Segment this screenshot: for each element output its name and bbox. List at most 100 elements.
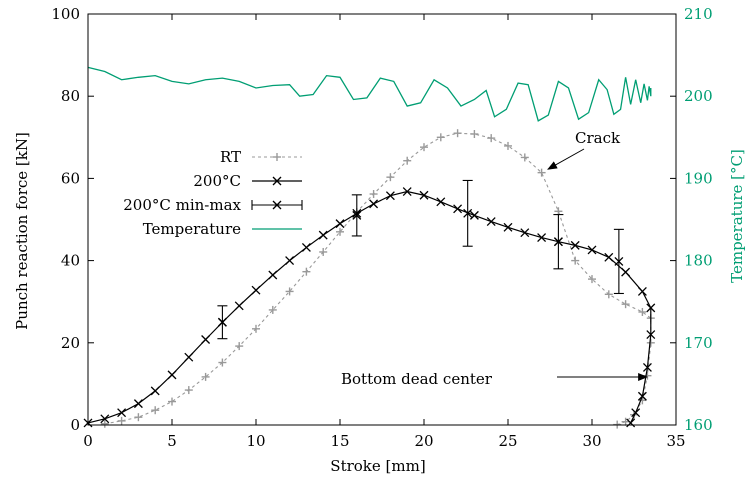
cross-marker: [637, 391, 647, 401]
y-tick-label: 40: [61, 252, 80, 270]
cross-marker: [486, 217, 496, 227]
plus-marker: [537, 168, 546, 177]
plus-marker: [403, 156, 412, 165]
cross-marker: [626, 418, 636, 428]
annotation-crack-arrow: [547, 148, 585, 170]
cross-marker: [133, 399, 143, 409]
x-tick-label: 10: [246, 432, 265, 450]
plus-marker: [268, 305, 277, 314]
cross-marker-b: [436, 197, 446, 207]
cross-marker: [150, 386, 160, 396]
y-tick-label: 0: [70, 416, 80, 434]
cross-marker: [167, 370, 177, 380]
annotation-bottom-dead-center: Bottom dead center: [341, 370, 493, 388]
hot-points: [83, 187, 656, 428]
cross-marker: [631, 408, 641, 418]
cross-marker: [234, 301, 244, 311]
y2-tick-label: 210: [684, 5, 713, 23]
cross-marker: [251, 285, 261, 295]
y2-tick-label: 160: [684, 416, 713, 434]
cross-marker: [184, 352, 194, 362]
cross-marker-b: [272, 176, 282, 186]
cross-marker-b: [100, 414, 110, 424]
y-tick-label: 60: [61, 169, 80, 187]
cross-marker: [637, 286, 647, 296]
cross-marker-b: [637, 286, 647, 296]
temperature-line: [87, 66, 652, 122]
cross-marker-b: [520, 228, 530, 238]
cross-marker-b: [268, 270, 278, 280]
plus-marker: [201, 372, 210, 381]
cross-marker: [621, 267, 631, 277]
cross-marker-b: [537, 233, 547, 243]
cross-marker: [385, 191, 395, 201]
cross-marker-b: [631, 408, 641, 418]
cross-marker-b: [587, 245, 597, 255]
legend: RT 200°C 200°C min-max Temperature: [123, 148, 303, 238]
cross-marker: [436, 197, 446, 207]
cross-marker-b: [217, 317, 227, 327]
cross-marker: [301, 242, 311, 252]
plus-marker: [302, 267, 311, 276]
cross-marker-b: [234, 301, 244, 311]
cross-marker: [520, 228, 530, 238]
cross-marker: [614, 256, 624, 266]
y-tick-label: 20: [61, 334, 80, 352]
x-tick-label: 15: [330, 432, 349, 450]
plus-marker: [588, 275, 596, 284]
y2-tick-label: 190: [684, 169, 713, 187]
cross-marker-b: [318, 230, 328, 240]
y-tick-label: 100: [51, 5, 80, 23]
annotations: Crack Bottom dead center: [341, 129, 649, 388]
cross-marker-b: [469, 210, 479, 220]
cross-marker: [335, 219, 345, 229]
plus-marker: [168, 397, 176, 406]
cross-marker-b: [352, 210, 362, 220]
plus-marker: [638, 307, 647, 316]
plus-marker: [386, 173, 395, 182]
legend-label: Temperature: [143, 220, 241, 238]
cross-marker: [352, 210, 362, 220]
cross-marker-b: [285, 256, 295, 266]
x-tick-label: 25: [498, 432, 517, 450]
cross-marker-b: [553, 237, 563, 247]
x-tick-label: 5: [167, 432, 177, 450]
cross-marker-b: [570, 240, 580, 250]
error-bar: [217, 305, 228, 340]
legend-label: 200°C: [193, 172, 241, 190]
cross-marker: [570, 240, 580, 250]
cross-marker: [318, 230, 328, 240]
plus-marker: [487, 134, 496, 143]
x-tick-label: 20: [414, 432, 433, 450]
cross-marker-b: [402, 187, 412, 197]
legend-label: RT: [220, 148, 241, 166]
error-bars: [217, 179, 624, 340]
error-bar: [462, 179, 473, 247]
cross-marker-b: [646, 330, 656, 340]
y2-axis-ticks: 160 170 180 190 200 210: [670, 5, 713, 434]
plus-marker: [273, 153, 281, 161]
y2-tick-label: 170: [684, 334, 713, 352]
cross-marker-b: [637, 391, 647, 401]
cross-marker: [369, 199, 379, 209]
cross-marker-b: [621, 267, 631, 277]
cross-marker: [272, 176, 282, 186]
cross-marker: [503, 222, 513, 232]
y-axis-label: Punch reaction force [kN]: [13, 132, 31, 330]
cross-marker: [646, 303, 656, 313]
plus-marker: [319, 247, 328, 256]
cross-marker: [402, 187, 412, 197]
cross-marker-b: [167, 370, 177, 380]
cross-marker: [646, 330, 656, 340]
cross-marker-b: [117, 408, 127, 418]
plot-frame: [87, 13, 677, 426]
plus-marker: [184, 386, 193, 395]
cross-marker: [100, 414, 110, 424]
cross-marker-b: [201, 335, 211, 344]
plus-marker: [218, 358, 227, 367]
plus-marker: [336, 227, 344, 236]
cross-marker-b: [614, 256, 624, 266]
cross-marker-b: [419, 190, 429, 200]
plus-marker: [470, 130, 479, 139]
